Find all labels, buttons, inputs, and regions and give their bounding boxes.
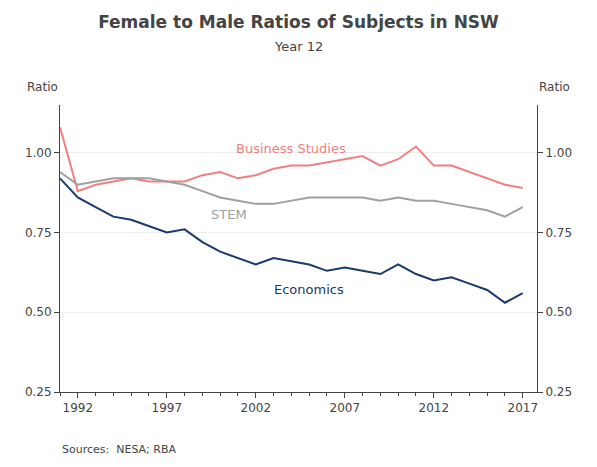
svg-text:1992: 1992: [63, 401, 94, 415]
svg-text:0.50: 0.50: [25, 305, 52, 319]
svg-text:1997: 1997: [152, 401, 183, 415]
svg-text:0.75: 0.75: [545, 226, 572, 240]
svg-text:Ratio: Ratio: [539, 80, 570, 94]
svg-text:2012: 2012: [418, 401, 449, 415]
svg-text:2017: 2017: [507, 401, 538, 415]
svg-text:1.00: 1.00: [25, 146, 52, 160]
svg-text:Sources: NESA; RBA: Sources: NESA; RBA: [62, 443, 176, 456]
svg-text:2002: 2002: [241, 401, 272, 415]
svg-text:Female to Male Ratios of Subje: Female to Male Ratios of Subjects in NSW: [98, 12, 499, 32]
svg-text:0.25: 0.25: [545, 385, 572, 399]
svg-text:0.25: 0.25: [25, 385, 52, 399]
svg-text:Year 12: Year 12: [274, 39, 323, 54]
svg-text:STEM: STEM: [211, 207, 247, 222]
svg-text:0.75: 0.75: [25, 226, 52, 240]
svg-text:2007: 2007: [330, 401, 361, 415]
svg-text:Ratio: Ratio: [27, 80, 58, 94]
svg-text:Economics: Economics: [274, 282, 344, 297]
svg-text:1.00: 1.00: [545, 146, 572, 160]
svg-text:0.50: 0.50: [545, 305, 572, 319]
svg-text:Business Studies: Business Studies: [236, 141, 346, 156]
